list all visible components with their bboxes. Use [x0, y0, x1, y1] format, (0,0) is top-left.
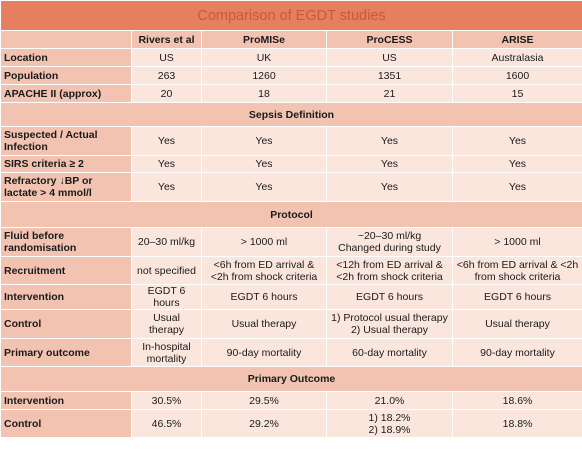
table-row: Recruitment not specified <6h from ED arri…: [0, 256, 582, 285]
table-cell: not specified: [131, 256, 202, 285]
section-header: Primary Outcome: [0, 366, 582, 392]
table-cell: US: [131, 48, 202, 67]
column-header-row: Rivers et al ProMISe ProCESS ARISE: [0, 30, 582, 49]
table-cell: EGDT 6 hours: [131, 284, 202, 310]
section-header-row: Protocol: [0, 201, 582, 228]
row-label: Control: [0, 409, 132, 438]
table-cell: 90-day mortality: [452, 338, 582, 367]
table-cell: Yes: [201, 126, 327, 156]
table-cell: > 1000 ml: [452, 227, 582, 257]
table-cell: <12h from ED arrival & <2h from shock cr…: [326, 256, 453, 285]
row-label: Suspected / Actual Infection: [0, 126, 132, 156]
table-cell: 60-day mortality: [326, 338, 453, 367]
table-cell: Yes: [201, 172, 327, 202]
table-cell: <6h from ED arrival & <2h from shock cri…: [452, 256, 582, 285]
table-cell: ~20–30 ml/kg Changed during study: [326, 227, 453, 257]
table-row: SIRS criteria ≥ 2 Yes Yes Yes Yes: [0, 155, 582, 173]
column-header: ProCESS: [326, 30, 453, 49]
table-cell: Yes: [131, 155, 202, 173]
table-cell: Yes: [201, 155, 327, 173]
egdt-comparison-table: Comparison of EGDT studies Rivers et al …: [0, 0, 582, 438]
table-cell: 20–30 ml/kg: [131, 227, 202, 257]
section-header-row: Primary Outcome: [0, 366, 582, 392]
table-cell: 46.5%: [131, 409, 202, 438]
table-cell: 18.8%: [452, 409, 582, 438]
table-row: Intervention EGDT 6 hours EGDT 6 hours EGDT…: [0, 284, 582, 310]
table-body: Comparison of EGDT studies Rivers et al …: [0, 0, 582, 438]
table-cell: > 1000 ml: [201, 227, 327, 257]
section-header: Protocol: [0, 201, 582, 228]
row-label: Location: [0, 48, 132, 67]
row-label: Recruitment: [0, 256, 132, 285]
table-cell: 30.5%: [131, 391, 202, 410]
table-cell: Yes: [326, 126, 453, 156]
table-cell: <6h from ED arrival & <2h from shock cri…: [201, 256, 327, 285]
column-header: ARISE: [452, 30, 582, 49]
table-cell: Usual therapy: [201, 309, 327, 339]
table-cell: Yes: [131, 126, 202, 156]
table-cell: 90-day mortality: [201, 338, 327, 367]
table-cell: 1) 18.2% 2) 18.9%: [326, 409, 453, 438]
table-row: Intervention 30.5% 29.5% 21.0% 18.6%: [0, 391, 582, 410]
table-cell: UK: [201, 48, 327, 67]
table-cell: Yes: [131, 172, 202, 202]
table-cell: 20: [131, 84, 202, 103]
table-cell: In-hospital mortality: [131, 338, 202, 367]
table-cell: Usual therapy: [131, 309, 202, 339]
table-row: Primary outcome In-hospital mortality 90-d…: [0, 338, 582, 367]
table-cell: 1600: [452, 66, 582, 85]
table-row: Suspected / Actual Infection Yes Yes Yes Yes: [0, 126, 582, 156]
section-header: Sepsis Definition: [0, 102, 582, 127]
row-label: Control: [0, 309, 132, 339]
row-label: Population: [0, 66, 132, 85]
title-row: Comparison of EGDT studies: [0, 0, 582, 31]
table-cell: 18.6%: [452, 391, 582, 410]
table-cell: Yes: [452, 172, 582, 202]
table-cell: 21: [326, 84, 453, 103]
row-label: Intervention: [0, 391, 132, 410]
table-cell: Yes: [452, 155, 582, 173]
table-title: Comparison of EGDT studies: [0, 0, 582, 31]
column-header: Rivers et al: [131, 30, 202, 49]
table-cell: 29.2%: [201, 409, 327, 438]
table-row: Fluid before randomisation 20–30 ml/kg > 1…: [0, 227, 582, 257]
table-cell: Yes: [326, 172, 453, 202]
table-row: Control Usual therapy Usual therapy 1) Prot…: [0, 309, 582, 339]
table-row: Location US UK US Australasia: [0, 48, 582, 67]
table-cell: US: [326, 48, 453, 67]
table-row: Refractory ↓BP or lactate > 4 mmol/l Yes Y…: [0, 172, 582, 202]
table-cell: Yes: [326, 155, 453, 173]
section-header-row: Sepsis Definition: [0, 102, 582, 127]
table-row: Control 46.5% 29.2% 1) 18.2% 2) 18.9% 18.8%: [0, 409, 582, 438]
table-cell: EGDT 6 hours: [201, 284, 327, 310]
table-cell: 1260: [201, 66, 327, 85]
column-header: ProMISe: [201, 30, 327, 49]
table-cell: 29.5%: [201, 391, 327, 410]
row-label: Primary outcome: [0, 338, 132, 367]
table-row: APACHE II (approx) 20 18 21 15: [0, 84, 582, 103]
row-label: Intervention: [0, 284, 132, 310]
table-cell: 21.0%: [326, 391, 453, 410]
table-cell: Australasia: [452, 48, 582, 67]
table-cell: Usual therapy: [452, 309, 582, 339]
table-cell: 18: [201, 84, 327, 103]
header-corner: [0, 30, 132, 49]
row-label: SIRS criteria ≥ 2: [0, 155, 132, 173]
table-cell: 1) Protocol usual therapy 2) Usual thera…: [326, 309, 453, 339]
row-label: Fluid before randomisation: [0, 227, 132, 257]
table-row: Population 263 1260 1351 1600: [0, 66, 582, 85]
table-cell: 15: [452, 84, 582, 103]
table-cell: EGDT 6 hours: [452, 284, 582, 310]
row-label: Refractory ↓BP or lactate > 4 mmol/l: [0, 172, 132, 202]
table-cell: EGDT 6 hours: [326, 284, 453, 310]
table-cell: Yes: [452, 126, 582, 156]
table-cell: 1351: [326, 66, 453, 85]
row-label: APACHE II (approx): [0, 84, 132, 103]
table-cell: 263: [131, 66, 202, 85]
